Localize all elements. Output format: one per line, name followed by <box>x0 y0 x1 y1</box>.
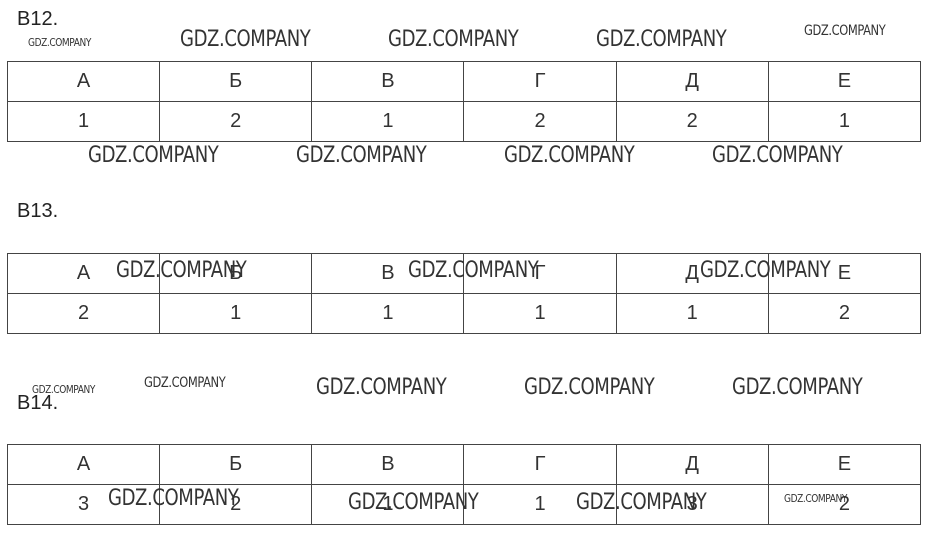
watermark-text: GDZ.COMPANY <box>576 490 707 515</box>
watermark-text: GDZ.COMPANY <box>408 258 539 283</box>
answer-cell: 3 <box>615 484 769 525</box>
table-row-headers: А Б В Г Д Е <box>6 61 922 102</box>
watermark-text: GDZ.COMPANY <box>388 27 519 52</box>
task-label-b14: B14. <box>17 392 59 414</box>
table-row-headers: А Б В Г Д Е <box>6 253 922 294</box>
table-row-answers: 2 1 1 1 1 2 <box>6 293 922 334</box>
table-row-answers: 3 2 1 1 3 2 <box>6 484 922 525</box>
answer-cell: 1 <box>6 101 161 142</box>
header-cell: В <box>311 61 465 102</box>
header-cell: Е <box>767 61 922 102</box>
header-cell: Е <box>767 253 922 294</box>
watermark-text: GDZ.COMPANY <box>88 143 219 168</box>
answer-cell: 2 <box>159 101 313 142</box>
watermark-text: GDZ.COMPANY <box>116 258 247 283</box>
answer-cell: 1 <box>767 101 922 142</box>
task-label-b13: B13. <box>17 200 59 222</box>
header-cell: А <box>6 444 161 485</box>
answer-cell: 1 <box>311 101 465 142</box>
answer-cell: 2 <box>159 484 313 525</box>
watermark-text: GDZ.COMPANY <box>732 375 863 400</box>
watermark-text: GDZ.COMPANY <box>596 27 727 52</box>
answer-cell: 2 <box>767 293 922 334</box>
header-cell: Б <box>159 61 313 102</box>
answer-table-b13: А Б В Г Д Е 2 1 1 1 1 2 <box>6 253 922 334</box>
watermark-text: GDZ.COMPANY <box>296 143 427 168</box>
watermark-text: GDZ.COMPANY <box>316 375 447 400</box>
header-cell: Е <box>767 444 922 485</box>
header-cell: Б <box>159 253 313 294</box>
answer-cell: 1 <box>311 293 465 334</box>
header-cell: А <box>6 61 161 102</box>
watermark-text: GDZ.COMPANY <box>108 486 239 511</box>
watermark-text: GDZ.COMPANY <box>348 490 479 515</box>
header-cell: Б <box>159 444 313 485</box>
header-cell: Д <box>615 61 769 102</box>
watermark-text: GDZ.COMPANY <box>712 143 843 168</box>
answer-cell: 2 <box>615 101 769 142</box>
header-cell: Д <box>615 444 769 485</box>
watermark-text: GDZ.COMPANY <box>32 383 95 396</box>
answer-cell: 2 <box>463 101 617 142</box>
watermark-text: GDZ.COMPANY <box>804 23 886 39</box>
answer-cell: 1 <box>463 484 617 525</box>
header-cell: Г <box>463 61 617 102</box>
table-row-answers: 1 2 1 2 2 1 <box>6 101 922 142</box>
watermark-text: GDZ.COMPANY <box>28 36 91 49</box>
header-cell: В <box>311 444 465 485</box>
answer-cell: 2 <box>6 293 161 334</box>
watermark-text: GDZ.COMPANY <box>144 375 226 391</box>
watermark-text: GDZ.COMPANY <box>700 258 831 283</box>
watermark-text: GDZ.COMPANY <box>524 375 655 400</box>
watermark-text: GDZ.COMPANY <box>504 143 635 168</box>
answer-cell: 1 <box>311 484 465 525</box>
answer-cell: 2 <box>767 484 922 525</box>
header-cell: А <box>6 253 161 294</box>
header-cell: Г <box>463 253 617 294</box>
watermark-text: GDZ.COMPANY <box>784 492 847 505</box>
answer-cell: 1 <box>159 293 313 334</box>
answer-table-b14: А Б В Г Д Е 3 2 1 1 3 2 <box>6 444 922 525</box>
header-cell: Г <box>463 444 617 485</box>
watermark-text: GDZ.COMPANY <box>180 27 311 52</box>
answer-cell: 1 <box>615 293 769 334</box>
answer-table-b12: А Б В Г Д Е 1 2 1 2 2 1 <box>6 61 922 142</box>
table-row-headers: А Б В Г Д Е <box>6 444 922 485</box>
answer-cell: 3 <box>6 484 161 525</box>
answer-cell: 1 <box>463 293 617 334</box>
header-cell: Д <box>615 253 769 294</box>
task-label-b12: B12. <box>17 8 59 30</box>
